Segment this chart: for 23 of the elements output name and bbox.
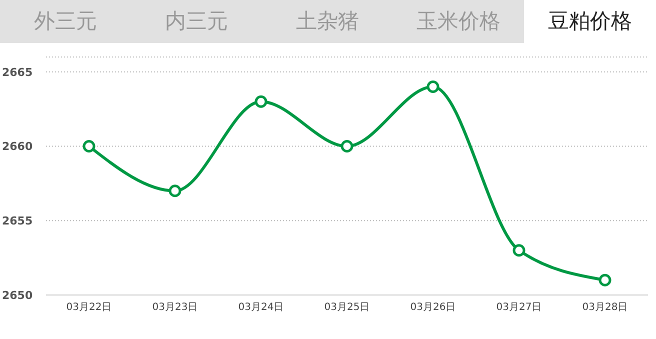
point — [512, 244, 526, 257]
point — [82, 140, 96, 152]
text: 豆粕价格 — [524, 0, 656, 43]
point — [598, 274, 612, 286]
text: 土杂猪 — [295, 8, 360, 35]
point — [254, 95, 268, 108]
y-tick-label: 2660 — [2, 140, 33, 154]
x-tick-label: 03月22日 — [66, 302, 112, 314]
x-tick-label: 03月28日 — [582, 302, 628, 314]
x-tick-label: 03月26日 — [410, 302, 456, 314]
x-tick-label: 03月23日 — [152, 302, 198, 314]
x-tick-label: 03月24日 — [238, 302, 284, 314]
y-tick-label: 2650 — [2, 288, 33, 302]
y-tick-label: 2655 — [2, 214, 33, 228]
point — [340, 140, 354, 152]
x-tick-label: 03月27日 — [496, 302, 542, 314]
point — [168, 184, 182, 198]
point — [426, 80, 440, 93]
text: 玉米价格 — [416, 8, 502, 35]
x-tick-label: 03月25日 — [324, 302, 370, 314]
y-tick-label: 2665 — [2, 66, 33, 79]
text: 内三元 — [164, 8, 229, 35]
text: 外三元 — [33, 8, 98, 35]
